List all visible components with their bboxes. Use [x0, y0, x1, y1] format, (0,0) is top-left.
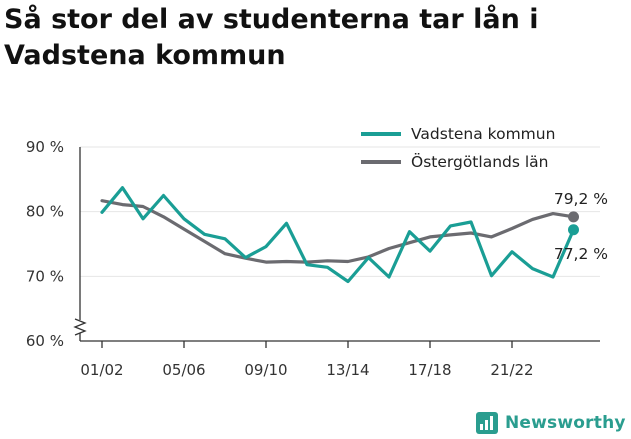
y-tick-label: 90 % — [26, 138, 64, 156]
chart-title: Så stor del av studenterna tar lån i Vad… — [4, 4, 539, 71]
end-labels: 77,2 % 79,2 % — [554, 190, 608, 263]
series-end-point-2 — [568, 211, 579, 223]
series-end-point-1 — [568, 224, 579, 236]
x-tick-label: 17/18 — [408, 361, 451, 379]
axes: 60 % 70 % 80 % 90 % 01/02 05/06 09/10 13/14 17/1… — [26, 138, 600, 379]
y-tick-label: 60 % — [26, 332, 64, 350]
series-line-2 — [100, 199, 576, 264]
x-tick-label: 09/10 — [244, 361, 287, 379]
series-line-1 — [100, 186, 576, 284]
series-lines — [100, 186, 579, 284]
brand-logo: Newsworthy — [476, 407, 626, 439]
y-tick-label: 70 % — [26, 267, 64, 285]
x-tick-label: 13/14 — [326, 361, 369, 379]
legend-label: Östergötlands län — [411, 152, 549, 171]
legend: Vadstena kommun Östergötlands län — [361, 125, 555, 171]
x-tick-label: 01/02 — [80, 361, 123, 379]
brand-name: Newsworthy — [505, 413, 626, 433]
end-value-label: 79,2 % — [554, 190, 608, 208]
bar-chart-logo-icon — [476, 412, 498, 434]
y-tick-label: 80 % — [26, 203, 64, 221]
x-tick-label: 05/06 — [162, 361, 205, 379]
x-tick-label: 21/22 — [490, 361, 533, 379]
legend-label: Vadstena kommun — [411, 125, 555, 143]
end-value-label: 77,2 % — [554, 245, 608, 263]
axis-break-icon — [73, 318, 87, 336]
